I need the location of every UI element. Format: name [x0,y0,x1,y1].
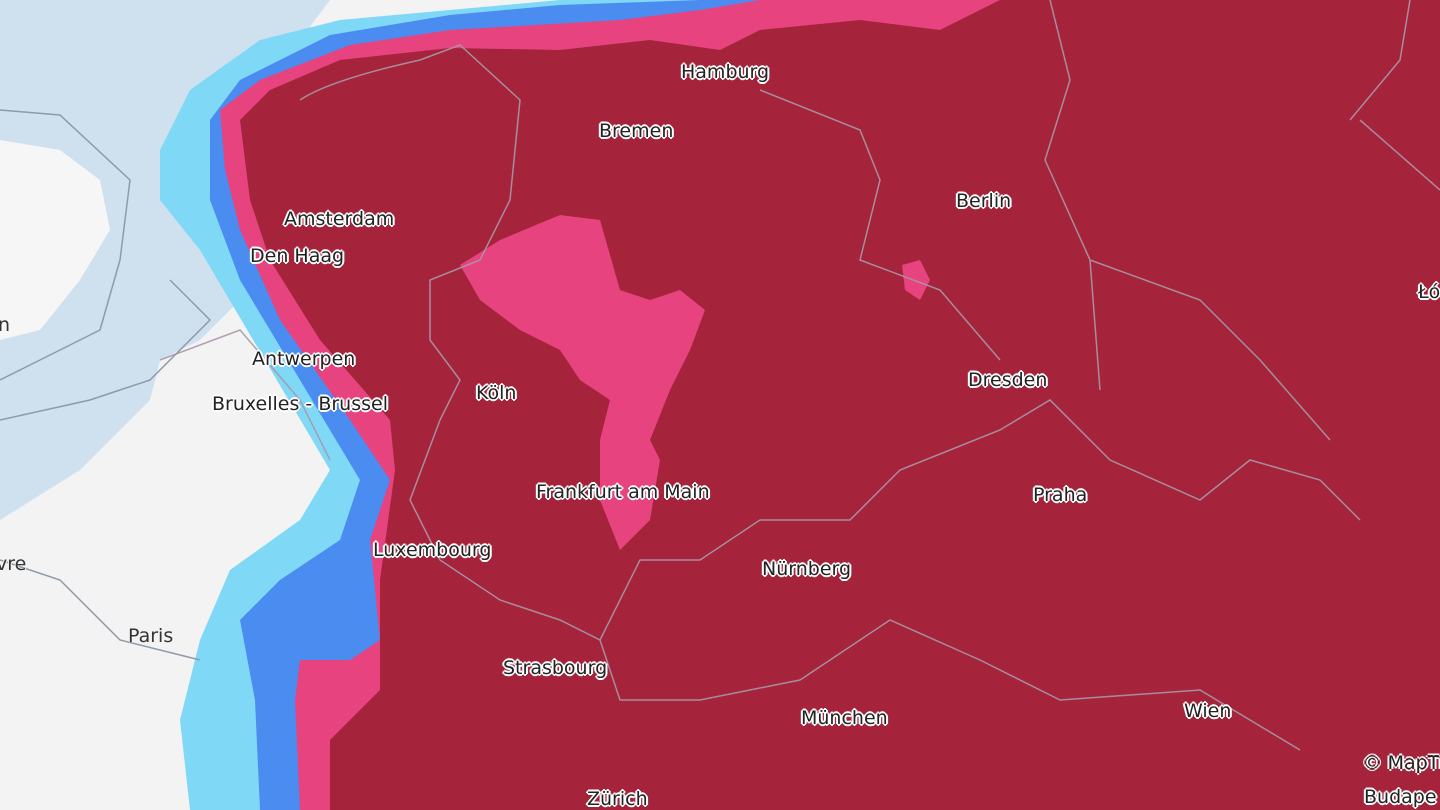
city-label-nuernberg: Nürnberg [762,558,852,580]
city-label-den-haag: Den Haag [250,245,345,267]
city-label-le-havre: vre [0,553,27,575]
city-label-zuerich: Zürich [587,788,648,810]
city-label-bremen: Bremen [599,120,674,142]
map-attribution[interactable]: © MapTi [1362,752,1440,774]
city-label-koeln: Köln [476,382,517,404]
city-label-berlin: Berlin [956,190,1012,212]
great-britain-land [0,140,110,340]
city-label-london: n [0,314,11,336]
pink-rain-patch [460,215,705,550]
city-label-luxembourg: Luxembourg [373,539,492,561]
city-label-bruxelles: Bruxelles - Brussel [212,393,388,415]
city-label-frankfurt: Frankfurt am Main [536,481,710,503]
city-label-paris: Paris [128,625,174,647]
city-label-praha: Praha [1033,484,1088,506]
city-label-budapest: Budape [1364,786,1437,808]
city-label-muenchen: München [801,707,888,729]
city-label-strasbourg: Strasbourg [503,657,608,679]
city-label-hamburg: Hamburg [681,61,770,83]
city-label-wien: Wien [1184,700,1232,722]
city-label-dresden: Dresden [968,369,1048,391]
pink-rain-patch-berlin [902,260,930,300]
sea-borders [0,109,212,661]
borders [159,0,1440,751]
city-label-antwerpen: Antwerpen [252,348,356,370]
city-label-amsterdam: Amsterdam [284,208,395,230]
dark-red-rain [240,0,1440,810]
city-label-lodz: Łó [1418,281,1440,303]
sea [0,0,330,520]
